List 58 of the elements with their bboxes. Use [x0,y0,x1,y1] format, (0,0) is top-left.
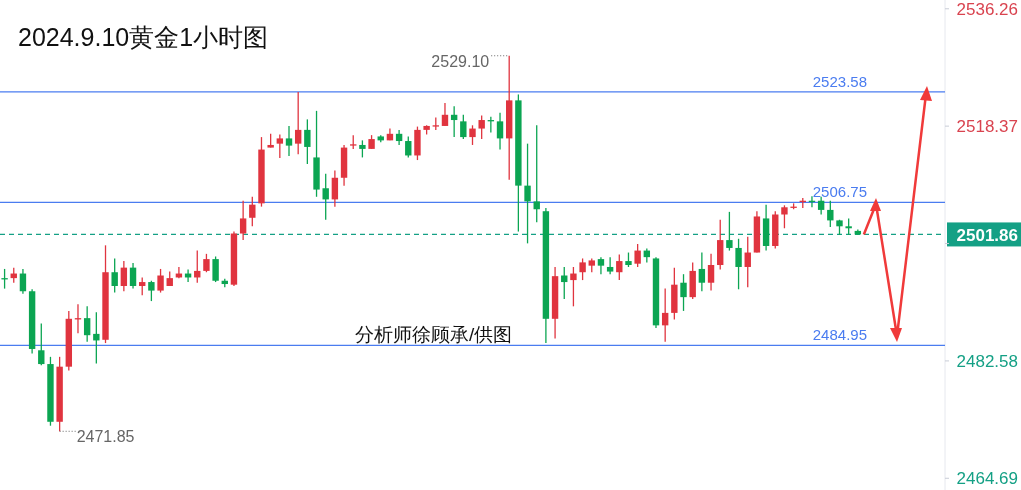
candlestick [285,125,293,157]
candlestick [478,114,485,140]
candlestick [661,287,669,343]
ref-line-label: 2484.95 [812,326,867,344]
ref-line: 2523.58 [0,72,946,93]
candlestick [441,102,449,127]
candlestick [129,262,137,290]
candlestick [707,253,715,292]
candlestick [276,133,284,159]
candlestick [634,243,641,268]
candlestick [735,238,742,290]
candlestick [496,112,504,151]
candlestick [744,236,751,288]
candlestick [93,311,100,365]
candlestick [616,253,623,281]
candlestick [606,256,614,275]
annotation: 2529.10 [431,52,510,70]
ref-line-label: 2506.75 [812,183,867,201]
candlestick [304,118,311,165]
annotation: 2529.10 [431,52,490,70]
candlestick [249,196,256,227]
candlestick [460,114,467,140]
candlestick [827,200,834,228]
annotation: 2471.85 [59,428,135,446]
candlestick [405,135,412,159]
y-tick-label: 2536.26 [956,0,1018,19]
candlestick [680,273,687,312]
candlestick [157,268,164,294]
candlestick [331,169,339,208]
candlestick [239,200,247,241]
ref-line: 2506.75 [0,183,946,203]
candlestick [38,322,45,367]
candlestick [524,143,531,245]
ref-line-label: 2501.86 [956,225,1018,245]
y-tick-label: 2482.58 [956,351,1018,371]
candlestick [294,91,302,155]
candlestick [597,256,605,275]
candlestick [726,211,733,252]
y-tick-label: 2518.37 [956,117,1018,137]
candlestick [212,255,219,283]
candlestick [781,204,788,229]
candlestick [120,260,128,292]
candlestick [148,280,155,302]
annotation: 分析师徐顾承/供图 [355,324,513,345]
candlestick [19,268,27,295]
candlestick [579,257,586,281]
candlestick [698,251,706,292]
ref-line-label: 2523.58 [812,72,867,90]
candlestick [533,124,540,224]
candlestick [469,124,476,146]
candlestick [203,253,210,273]
text: 2024.9.10黄金1小时图 [18,23,269,51]
candlestick [83,305,91,343]
y-tick-label: 2464.69 [956,469,1018,489]
annotation: 2471.85 [76,428,135,446]
candlestick [570,266,577,307]
candlestick [111,257,118,294]
candlestick [322,173,329,221]
